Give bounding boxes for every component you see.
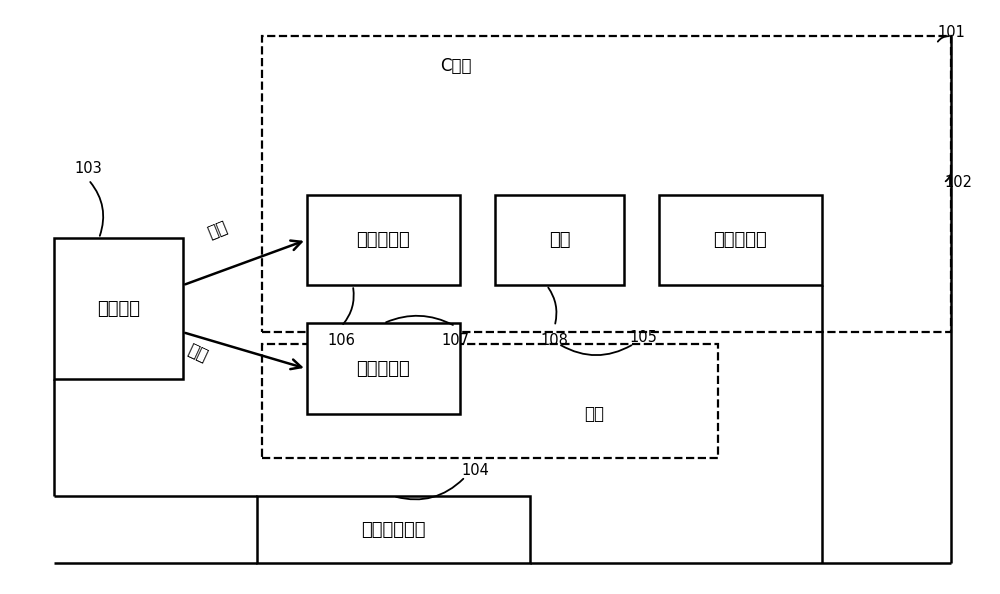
Bar bbox=[495, 194, 624, 285]
Text: 101: 101 bbox=[937, 25, 965, 40]
Text: 108: 108 bbox=[541, 333, 568, 349]
Text: 深度相机: 深度相机 bbox=[97, 300, 140, 318]
Text: 检测: 检测 bbox=[205, 217, 230, 242]
Text: 数据处理装置: 数据处理装置 bbox=[361, 521, 426, 539]
Text: 104: 104 bbox=[461, 463, 489, 478]
Bar bbox=[54, 238, 183, 379]
Bar bbox=[257, 496, 530, 564]
Bar bbox=[307, 323, 460, 414]
Text: 光源: 光源 bbox=[549, 231, 570, 249]
Text: C型臂: C型臂 bbox=[441, 56, 472, 75]
Text: 105: 105 bbox=[630, 330, 658, 346]
Text: 检测: 检测 bbox=[185, 340, 210, 365]
Bar bbox=[659, 194, 822, 285]
Text: 103: 103 bbox=[75, 160, 102, 176]
Text: 107: 107 bbox=[441, 333, 469, 349]
Bar bbox=[262, 36, 951, 332]
Bar bbox=[307, 194, 460, 285]
Bar bbox=[262, 344, 718, 458]
Text: 床板: 床板 bbox=[584, 405, 604, 423]
Text: 荧光探测器: 荧光探测器 bbox=[714, 231, 767, 249]
Text: 102: 102 bbox=[944, 175, 972, 190]
Text: 第二标记物: 第二标记物 bbox=[357, 360, 410, 378]
Text: 106: 106 bbox=[327, 333, 355, 349]
Text: 第一标记物: 第一标记物 bbox=[357, 231, 410, 249]
